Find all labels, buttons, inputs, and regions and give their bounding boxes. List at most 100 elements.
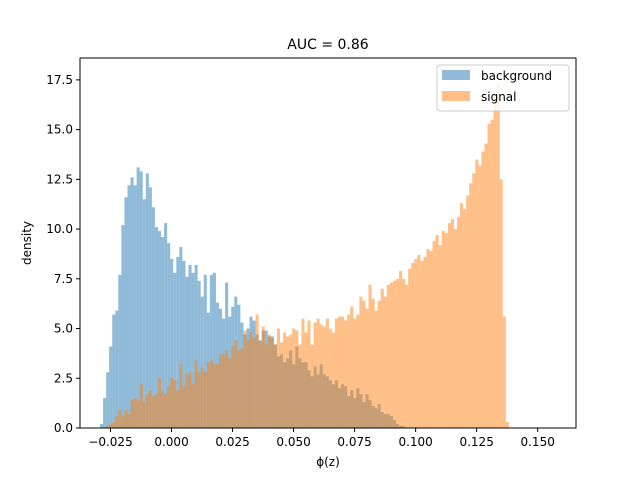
background-bar	[103, 398, 107, 428]
x-tick-label: −0.025	[88, 435, 132, 449]
background-bar	[145, 173, 149, 428]
legend-label-background: background	[481, 69, 552, 83]
signal-bar	[490, 119, 494, 429]
signal-bar	[154, 394, 158, 428]
signal-bar	[164, 394, 168, 428]
signal-bar	[173, 380, 177, 428]
signal-bar	[380, 288, 384, 428]
signal-bar	[435, 235, 439, 428]
signal-bar	[411, 262, 415, 428]
signal-bar	[252, 338, 256, 428]
background-bar	[139, 171, 143, 428]
signal-bar	[475, 159, 479, 428]
signal-bar	[496, 83, 500, 429]
signal-bar	[106, 426, 110, 428]
background-bar	[182, 260, 186, 428]
background-bar	[124, 197, 128, 428]
signal-bar	[322, 326, 326, 428]
signal-bar	[234, 340, 238, 428]
signal-bar	[167, 386, 171, 428]
signal-bar	[298, 344, 302, 428]
signal-bar	[161, 392, 165, 428]
background-bar	[106, 372, 110, 428]
background-bar	[100, 424, 104, 428]
background-bar	[151, 207, 155, 428]
background-bar	[191, 272, 195, 428]
chart-title: AUC = 0.86	[287, 37, 368, 53]
signal-bar	[231, 346, 235, 428]
x-tick-label: 0.050	[276, 435, 310, 449]
signal-bar	[176, 390, 180, 428]
signal-bar	[289, 334, 293, 428]
signal-bar	[371, 298, 375, 428]
signal-bar	[426, 248, 430, 428]
y-tick-label: 10.0	[46, 222, 73, 236]
signal-bar	[325, 318, 329, 428]
background-bar	[185, 276, 189, 428]
y-tick-label: 5.0	[54, 322, 73, 336]
signal-bar	[145, 394, 149, 428]
signal-bar	[447, 223, 451, 428]
signal-bar	[225, 350, 229, 428]
signal-bar	[441, 231, 445, 428]
y-tick-label: 15.0	[46, 123, 73, 137]
signal-bar	[493, 101, 497, 428]
x-tick-label: 0.100	[398, 435, 432, 449]
signal-bar	[200, 368, 204, 428]
signal-bar	[499, 179, 503, 428]
background-bar	[157, 231, 162, 428]
background-bar	[130, 177, 134, 428]
background-bar	[142, 199, 146, 428]
signal-bar	[334, 318, 339, 428]
signal-bar	[292, 328, 296, 428]
signal-bar	[423, 256, 427, 428]
signal-bar	[185, 374, 189, 428]
legend-swatch-signal	[442, 91, 470, 101]
signal-bar	[194, 360, 198, 428]
background-bar	[173, 272, 177, 428]
signal-bar	[191, 384, 195, 428]
signal-bar	[453, 229, 457, 428]
signal-bar	[478, 165, 482, 429]
signal-bar	[463, 209, 467, 428]
signal-bar	[121, 416, 125, 428]
signal-bar	[350, 306, 354, 428]
signal-bar	[203, 372, 207, 428]
signal-bar	[359, 296, 363, 428]
background-bar	[121, 225, 125, 428]
signal-bar	[331, 332, 335, 428]
signal-bar	[405, 284, 409, 428]
background-bar	[167, 243, 171, 428]
signal-bar	[142, 402, 146, 428]
signal-bar	[273, 344, 277, 428]
signal-bar	[484, 143, 488, 429]
background-bar	[133, 185, 137, 428]
legend-label-signal: signal	[481, 90, 517, 104]
signal-bar	[295, 330, 299, 428]
x-axis-ticks: −0.025 0.000 0.025 0.050 0.075 0.100 0.125 0.15…	[88, 428, 555, 449]
background-bar	[188, 264, 192, 428]
signal-bar	[124, 410, 128, 428]
signal-bar	[240, 348, 244, 428]
signal-bar	[109, 424, 113, 428]
background-bar	[200, 296, 204, 428]
signal-bar	[243, 330, 247, 428]
signal-bar	[228, 358, 232, 428]
background-bar	[109, 346, 113, 428]
signal-bar	[139, 384, 143, 428]
x-tick-label: 0.125	[459, 435, 493, 449]
signal-bar	[368, 284, 372, 428]
signal-bar	[402, 278, 406, 428]
signal-bar	[301, 318, 305, 428]
x-axis-label: ϕ(z)	[316, 455, 340, 469]
signal-bar	[127, 414, 131, 428]
signal-bar	[377, 300, 381, 428]
x-tick-label: 0.025	[215, 435, 249, 449]
signal-bar	[246, 340, 250, 428]
background-bar	[118, 274, 122, 428]
signal-bar	[353, 318, 357, 428]
signal-bar	[307, 320, 311, 428]
signal-bar	[386, 284, 390, 428]
signal-bar	[170, 378, 174, 428]
signal-bar	[130, 400, 134, 428]
